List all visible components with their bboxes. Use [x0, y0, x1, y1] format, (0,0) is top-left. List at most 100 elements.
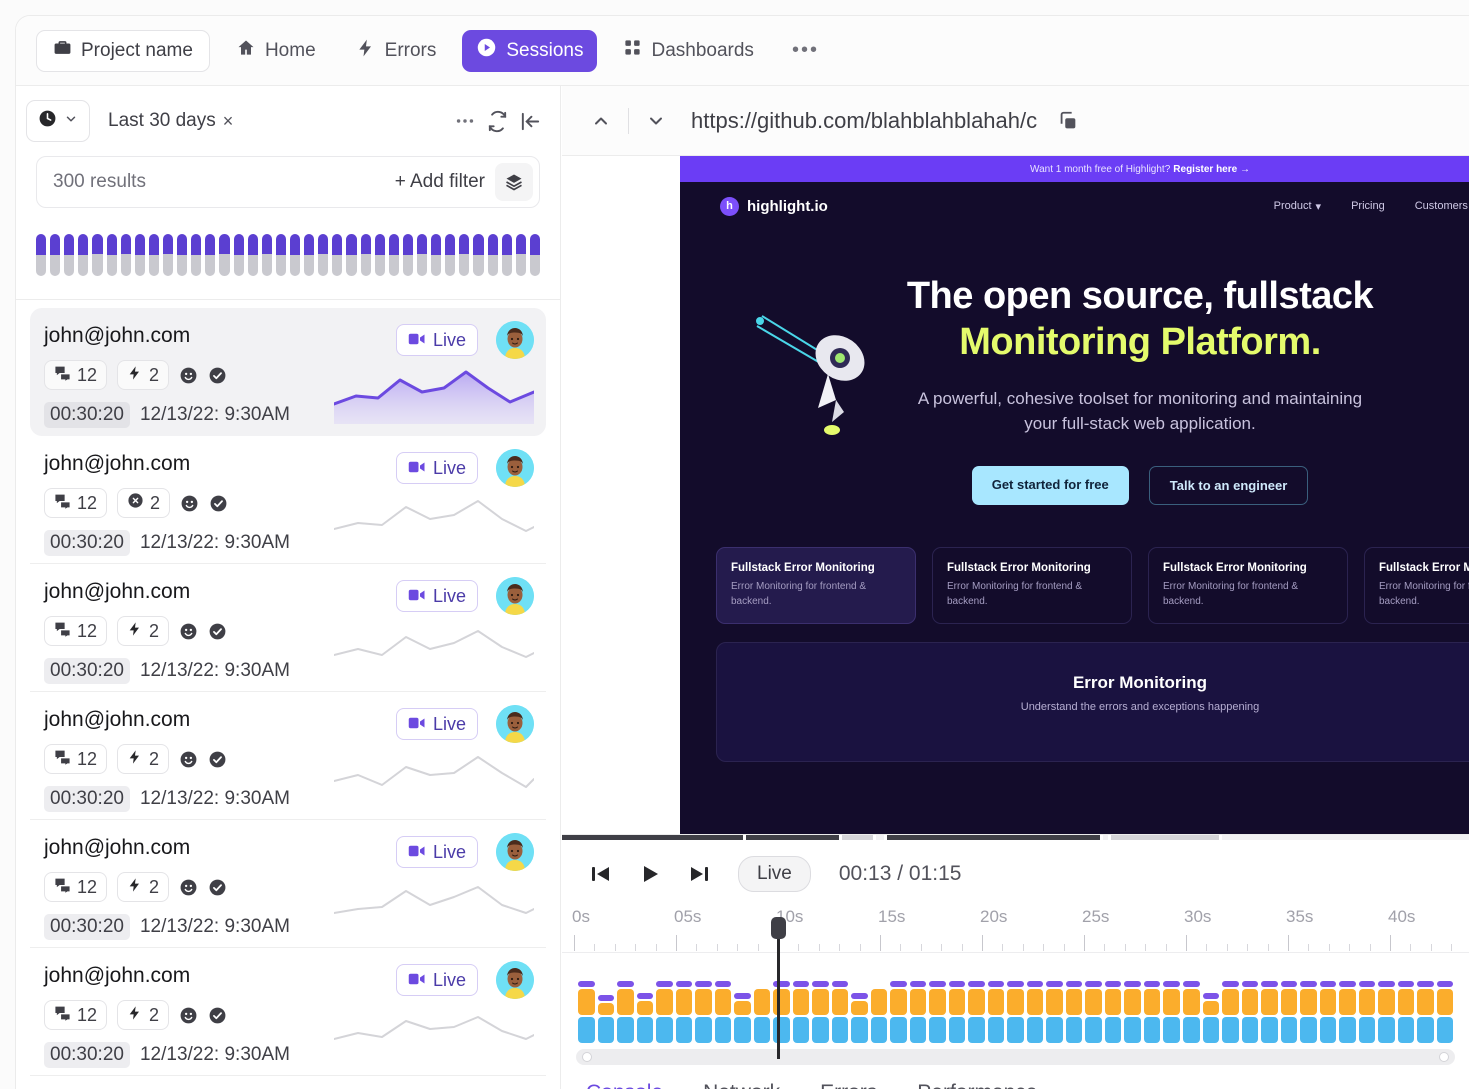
session-density-chart[interactable]	[16, 234, 560, 300]
smile-icon[interactable]	[179, 622, 198, 641]
progress-segment[interactable]	[1221, 835, 1469, 840]
session-events-chip[interactable]: 2	[117, 360, 170, 390]
progress-segment[interactable]	[886, 835, 1100, 840]
event-bar[interactable]	[1143, 981, 1161, 1043]
refresh-icon[interactable]	[486, 110, 509, 133]
density-bar[interactable]	[233, 234, 244, 276]
session-events-chip[interactable]: 2	[117, 488, 171, 518]
event-bar[interactable]	[1417, 981, 1434, 1043]
event-bar[interactable]	[1300, 981, 1317, 1043]
session-comments-chip[interactable]: 12	[44, 744, 108, 774]
event-bar[interactable]	[1339, 981, 1356, 1043]
session-list-item[interactable]: john@john.com 12 2 00:30:20 12/13/22: 9:30AM…	[30, 820, 546, 948]
site-nav-pricing[interactable]: Pricing	[1351, 200, 1385, 212]
event-bar[interactable]	[1378, 981, 1395, 1043]
density-bar[interactable]	[50, 234, 61, 276]
event-bar[interactable]	[695, 981, 712, 1043]
event-bar[interactable]	[987, 981, 1005, 1043]
talk-to-engineer-button[interactable]: Talk to an engineer	[1148, 466, 1309, 506]
session-list-item[interactable]: john@john.com 12 2 00:30:20 12/13/22: 9:30AM…	[30, 564, 546, 692]
density-bar[interactable]	[106, 234, 117, 276]
event-bar[interactable]	[851, 993, 868, 1043]
skip-back-icon[interactable]	[588, 862, 612, 886]
progress-segment[interactable]	[1111, 835, 1219, 840]
add-filter-button[interactable]: + Add filter	[394, 171, 485, 192]
density-bar[interactable]	[120, 234, 131, 276]
density-bar[interactable]	[148, 234, 159, 276]
density-bar[interactable]	[177, 234, 188, 276]
density-bar[interactable]	[275, 234, 286, 276]
session-replay-viewport[interactable]: Want 1 month free of Highlight? Register…	[562, 156, 1469, 834]
event-scrollbar[interactable]	[576, 1049, 1455, 1065]
event-bar[interactable]	[1026, 981, 1044, 1043]
event-bar[interactable]	[1124, 981, 1141, 1043]
event-bar[interactable]	[617, 981, 634, 1043]
status-badge[interactable]: Live	[395, 836, 478, 868]
live-toggle-button[interactable]: Live	[738, 856, 811, 892]
progress-segment[interactable]	[745, 835, 839, 840]
density-bar[interactable]	[36, 234, 47, 276]
session-list-item[interactable]: john@john.com 12 2 00:30:20 12/13/22: 9:30AM…	[30, 436, 546, 564]
density-bar[interactable]	[191, 234, 202, 276]
event-scrollbar-knob-left[interactable]	[582, 1052, 592, 1062]
event-bar[interactable]	[1241, 981, 1259, 1043]
smile-icon[interactable]	[179, 750, 198, 769]
site-promo-banner[interactable]: Want 1 month free of Highlight? Register…	[680, 156, 1469, 182]
event-bar[interactable]	[929, 981, 946, 1043]
density-bar[interactable]	[346, 234, 357, 276]
check-circle-icon[interactable]	[208, 878, 227, 897]
density-bar[interactable]	[445, 234, 456, 276]
status-badge[interactable]: Live	[395, 452, 478, 484]
progress-segment[interactable]	[875, 835, 884, 840]
event-bar[interactable]	[1046, 981, 1063, 1043]
feature-card[interactable]: Fullstack Error Monitoring Error Monitor…	[1148, 547, 1348, 625]
time-range-selector[interactable]	[26, 100, 90, 142]
progress-segment[interactable]	[1102, 835, 1109, 840]
density-bar[interactable]	[64, 234, 75, 276]
tab-errors[interactable]: Errors	[820, 1081, 877, 1089]
event-bar[interactable]	[1163, 981, 1180, 1043]
event-scrollbar-knob-right[interactable]	[1439, 1052, 1449, 1062]
density-bar[interactable]	[219, 234, 230, 276]
tab-performance[interactable]: Performance	[917, 1081, 1037, 1089]
density-bar[interactable]	[431, 234, 442, 276]
playhead-handle[interactable]	[771, 917, 786, 1059]
density-bar[interactable]	[360, 234, 371, 276]
session-comments-chip[interactable]: 12	[44, 1000, 108, 1030]
avatar[interactable]	[496, 961, 534, 999]
event-bar[interactable]	[753, 989, 771, 1043]
density-bar[interactable]	[78, 234, 89, 276]
nav-item-errors[interactable]: Errors	[342, 30, 451, 72]
progress-segments[interactable]	[562, 835, 1469, 843]
density-bar[interactable]	[261, 234, 272, 276]
event-bar[interactable]	[1007, 981, 1024, 1043]
site-nav-product[interactable]: Product ▾	[1274, 200, 1321, 213]
session-comments-chip[interactable]: 12	[44, 360, 108, 390]
nav-item-dashboards[interactable]: Dashboards	[609, 30, 767, 72]
collapse-panel-icon[interactable]	[519, 110, 542, 133]
avatar[interactable]	[496, 449, 534, 487]
event-bar[interactable]	[1280, 981, 1298, 1043]
event-bar[interactable]	[714, 981, 732, 1043]
event-bar[interactable]	[831, 981, 849, 1043]
session-list-item[interactable]: john@john.com 12 2 00:30:20 12/13/22: 9:30AM…	[30, 948, 546, 1076]
chevron-up-icon[interactable]	[584, 104, 618, 138]
site-nav-customers[interactable]: Customers	[1414, 200, 1468, 212]
status-badge[interactable]: Live	[395, 964, 478, 996]
check-circle-icon[interactable]	[208, 750, 227, 769]
smile-icon[interactable]	[180, 494, 199, 513]
event-bar[interactable]	[1202, 993, 1220, 1043]
event-bar[interactable]	[597, 995, 615, 1043]
event-bar[interactable]	[1436, 981, 1454, 1043]
event-bar[interactable]	[1261, 981, 1278, 1043]
session-events-chip[interactable]: 2	[117, 872, 170, 902]
density-bar[interactable]	[388, 234, 399, 276]
event-bar[interactable]	[1182, 981, 1200, 1043]
get-started-button[interactable]: Get started for free	[971, 466, 1129, 506]
feature-card[interactable]: Fullstack Error Monitoring Error Monitor…	[1364, 547, 1469, 625]
event-bar[interactable]	[1397, 981, 1415, 1043]
check-circle-icon[interactable]	[208, 1006, 227, 1025]
density-bar[interactable]	[501, 234, 512, 276]
event-bar[interactable]	[1065, 981, 1083, 1043]
session-events-chip[interactable]: 2	[117, 1000, 170, 1030]
